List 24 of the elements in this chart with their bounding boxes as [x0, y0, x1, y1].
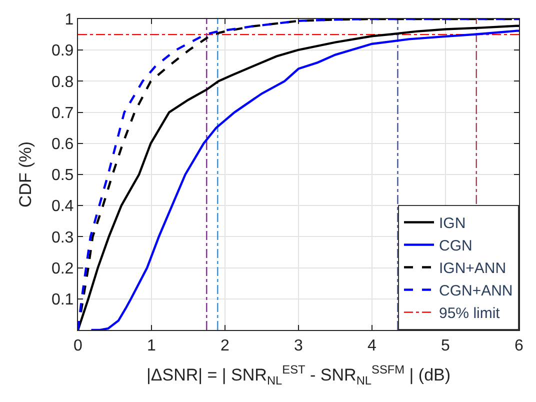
y-tick-label: 0.9 — [51, 42, 74, 60]
y-tick-label: 0.2 — [51, 260, 74, 278]
y-tick-label: 0.4 — [51, 198, 74, 216]
y-axis-title: CDF (%) — [16, 141, 35, 208]
y-tick-label: 0.6 — [51, 136, 74, 153]
x-tick-label: 4 — [368, 337, 377, 354]
x-tick-label: 6 — [514, 337, 524, 354]
legend-label: IGN — [439, 215, 466, 232]
legend-label: CGN — [439, 238, 472, 255]
x-axis-title: |ΔSNR| = | SNR$_{NL}$$^{EST}$ - SNR$_{NL}$$^{SSFM}$ | (dB) — [146, 362, 451, 388]
y-tick-label: 0.7 — [51, 104, 74, 122]
y-tick-label: 0.1 — [51, 292, 74, 308]
legend-label: CGN+ANN — [439, 282, 513, 300]
x-tick-label: 5 — [441, 337, 450, 354]
x-tick-label: 2 — [220, 337, 230, 354]
legend-label: IGN+ANN — [439, 260, 506, 278]
x-tick-label: 3 — [294, 337, 304, 354]
y-tick-label: 0.3 — [51, 229, 74, 246]
y-tick-label: 0.5 — [51, 167, 74, 184]
legend-label: 95% limit — [439, 305, 501, 322]
x-tick-label: 1 — [147, 337, 156, 354]
y-tick-label: 1 — [64, 12, 74, 29]
y-tick-label: 0.8 — [51, 74, 74, 91]
x-tick-label: 0 — [74, 337, 83, 354]
